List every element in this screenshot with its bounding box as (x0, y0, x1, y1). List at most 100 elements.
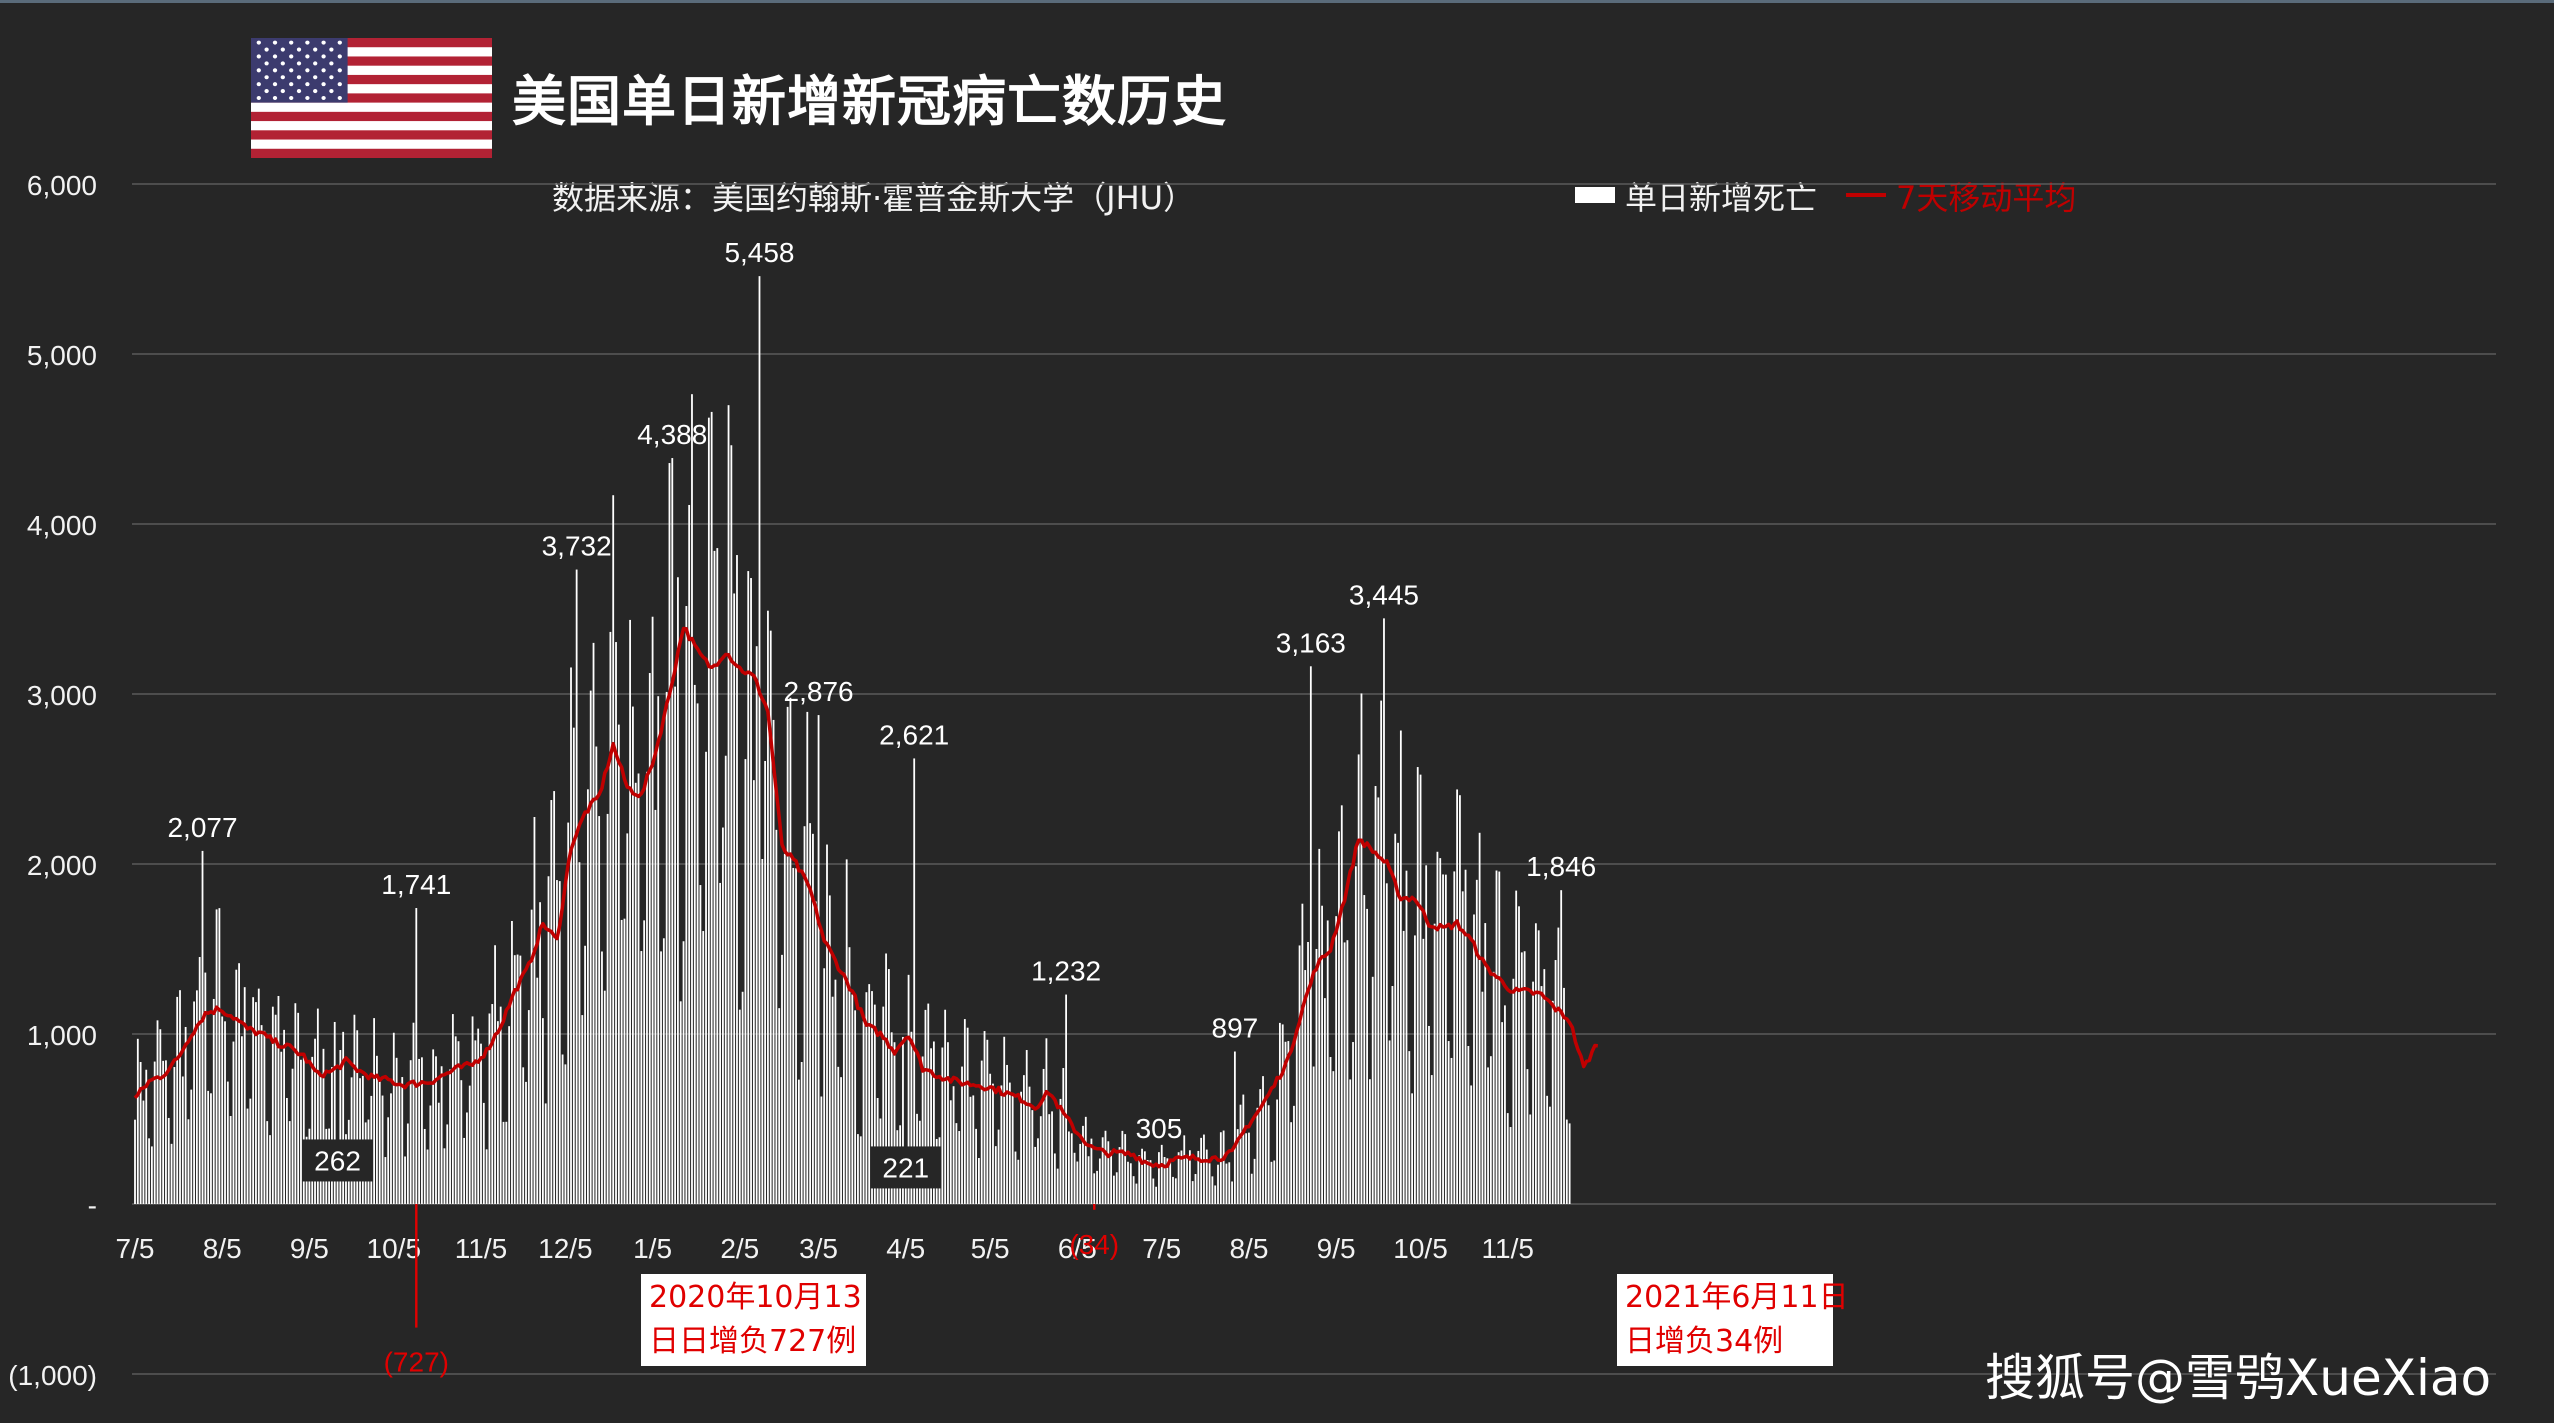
peak-value-label: 2,077 (167, 812, 237, 843)
daily-death-bar (1065, 994, 1068, 1204)
negative-death-bar (1093, 1204, 1096, 1210)
daily-death-bar (1374, 786, 1377, 1204)
daily-death-bar (153, 1061, 156, 1204)
daily-death-bar (963, 1019, 966, 1204)
daily-death-bar (1113, 1175, 1115, 1204)
daily-death-bar (823, 968, 826, 1204)
daily-death-bar (1098, 1158, 1101, 1204)
daily-death-bar (1385, 883, 1388, 1204)
daily-death-bar (1473, 914, 1475, 1204)
daily-death-bar (1231, 1181, 1233, 1204)
daily-death-bar (1450, 1057, 1453, 1204)
daily-death-bar (1290, 1122, 1293, 1204)
daily-death-bar (232, 1041, 235, 1204)
daily-death-bar (1565, 1119, 1568, 1204)
daily-death-bar (1484, 923, 1487, 1204)
daily-death-bar (1464, 869, 1467, 1204)
daily-death-bar (1006, 1064, 1008, 1204)
daily-death-bar (1155, 1186, 1158, 1204)
daily-death-bar (834, 979, 837, 1204)
daily-death-bar (750, 578, 752, 1204)
daily-death-bar (1509, 1127, 1512, 1204)
daily-death-bar (342, 1031, 345, 1204)
daily-death-bar (415, 908, 418, 1204)
daily-death-bar (165, 1060, 167, 1204)
daily-death-bar (437, 1102, 440, 1204)
daily-death-bar (1318, 848, 1321, 1204)
daily-death-bar (1217, 1164, 1219, 1204)
daily-death-bar (1219, 1132, 1222, 1204)
daily-death-bar (1405, 870, 1408, 1204)
daily-death-bar (404, 1156, 406, 1204)
daily-death-bar (1245, 1133, 1248, 1204)
daily-death-bar (1068, 1131, 1070, 1204)
daily-death-bar (769, 630, 772, 1204)
daily-death-bar (575, 569, 578, 1204)
daily-death-bar (474, 1040, 477, 1204)
daily-death-bar (440, 1066, 443, 1204)
daily-death-bar (1233, 1051, 1236, 1204)
daily-death-bar (260, 1025, 263, 1204)
daily-death-bar (1042, 1068, 1045, 1204)
daily-death-bar (1430, 1075, 1433, 1204)
daily-death-bar (944, 1009, 947, 1204)
daily-death-bar (1346, 940, 1349, 1204)
daily-death-bar (187, 1119, 190, 1204)
daily-death-bar (615, 642, 617, 1204)
daily-death-bar (674, 686, 676, 1204)
daily-death-bar (1560, 890, 1563, 1204)
daily-death-bar (727, 405, 730, 1204)
daily-death-bar (1332, 1071, 1335, 1204)
daily-death-bar (722, 827, 724, 1204)
daily-death-bar (1444, 874, 1447, 1204)
daily-death-bar (1203, 1134, 1205, 1204)
daily-death-bar (1492, 971, 1495, 1204)
y-tick-label: 3,000 (27, 680, 97, 711)
peak-value-label: 1,232 (1031, 956, 1101, 987)
daily-death-bar (336, 1159, 339, 1204)
daily-death-bar (1422, 938, 1425, 1204)
daily-death-bar (648, 673, 651, 1204)
daily-death-bar (1366, 908, 1368, 1204)
daily-death-bar (1338, 831, 1340, 1204)
daily-death-bar (423, 1128, 426, 1204)
daily-death-bar (736, 555, 738, 1204)
daily-death-bar (333, 1021, 336, 1204)
daily-death-bar (266, 1121, 269, 1204)
daily-death-bar (949, 1100, 952, 1204)
daily-death-bar (373, 1018, 376, 1204)
daily-death-bar (477, 1028, 480, 1204)
daily-death-bar (1183, 1135, 1186, 1204)
peak-value-label: 1,741 (381, 869, 451, 900)
daily-death-bar (142, 1100, 145, 1204)
daily-death-bar (1489, 1056, 1492, 1204)
y-tick-label: 4,000 (27, 510, 97, 541)
daily-death-bar (1174, 1178, 1177, 1204)
daily-death-bar (184, 1026, 187, 1204)
daily-death-bar (842, 972, 845, 1204)
daily-death-bar (983, 1031, 986, 1204)
daily-death-bar (1363, 895, 1366, 1204)
daily-death-bar (786, 706, 789, 1204)
daily-death-bar (1281, 1024, 1284, 1204)
daily-death-bar (646, 771, 648, 1204)
daily-death-bar (1428, 1025, 1430, 1204)
peak-value-label: 3,163 (1276, 627, 1346, 658)
daily-death-bar (767, 610, 769, 1204)
daily-death-bar (1034, 1146, 1037, 1204)
daily-death-bar (1354, 866, 1357, 1204)
daily-death-bar (857, 1134, 859, 1204)
daily-death-bar (280, 1051, 283, 1204)
daily-death-bar (257, 988, 260, 1204)
moving-average-line (133, 626, 1599, 1169)
daily-death-bar (975, 1128, 977, 1204)
daily-death-bar (421, 1057, 423, 1204)
daily-death-bar (1011, 1096, 1014, 1204)
daily-death-bar (1520, 952, 1523, 1204)
negative-value-label: (34) (1069, 1229, 1119, 1260)
daily-death-bar (1411, 1093, 1414, 1204)
daily-death-bar (1090, 1138, 1093, 1204)
daily-death-bar (598, 816, 601, 1204)
daily-death-bar (930, 1048, 932, 1204)
daily-death-bar (541, 1018, 544, 1204)
